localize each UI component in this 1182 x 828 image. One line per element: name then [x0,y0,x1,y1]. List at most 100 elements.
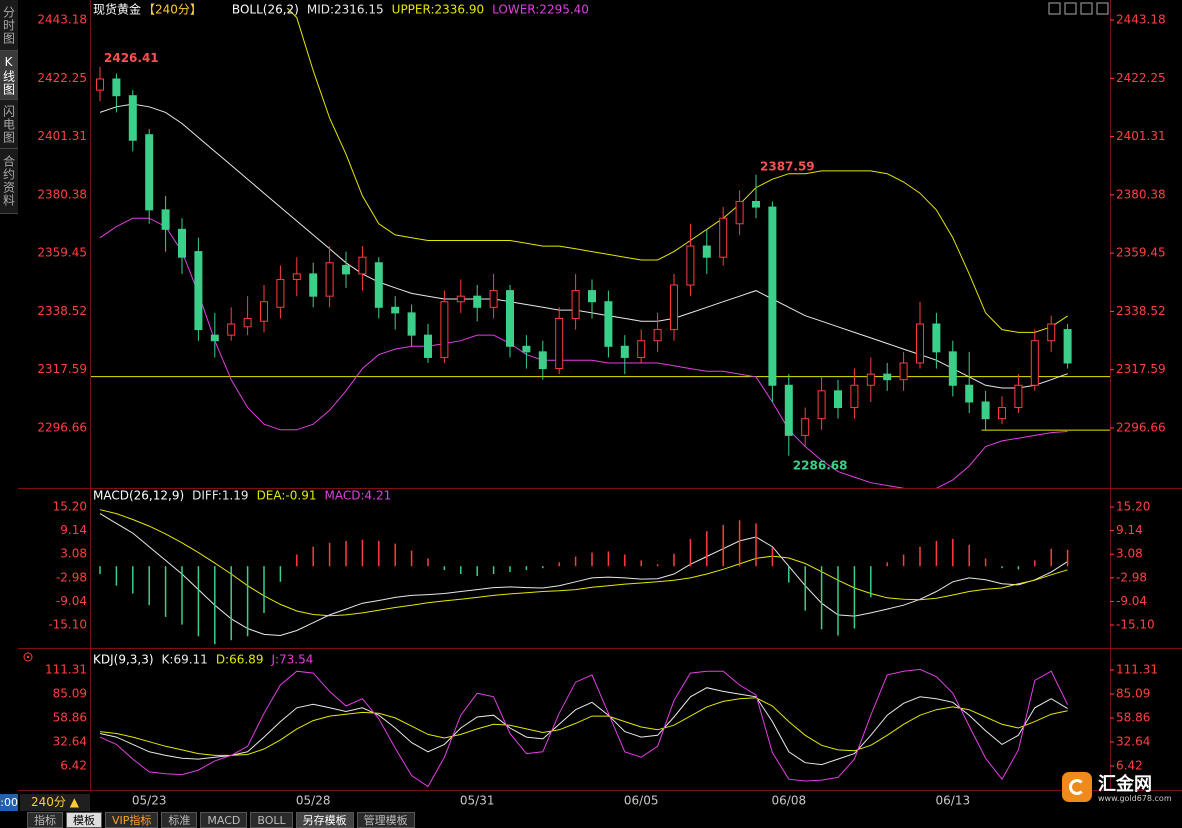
y-tick-label-right: 2359.45 [1116,246,1166,260]
y-tick-label-right: 2317.59 [1116,362,1166,376]
x-tick-label: 06/05 [624,794,659,808]
icon-zoom[interactable] [1064,2,1077,15]
candle-body [1030,340,1039,386]
y-tick-label-right: 2401.31 [1116,129,1166,143]
y-tick-label: -15.10 [48,618,87,632]
candle-body [210,334,219,342]
y-tick-label-right: 2422.25 [1116,71,1166,85]
candle-body [965,384,974,403]
candle-body [440,301,449,358]
candle-body [768,206,777,386]
legend-text: UPPER:2336.90 [392,3,484,17]
candle-body [1014,384,1023,409]
tab[interactable]: 管理模板 [356,812,415,828]
candle-body [194,251,203,331]
legend-text: DIFF:1.19 [192,489,248,503]
candle-body [145,134,154,211]
candle-body [850,384,859,409]
extreme-label: 2387.59 [760,159,815,173]
y-tick-label-right: 111.31 [1116,663,1158,677]
candle-body [932,323,941,353]
candle-body [784,384,793,436]
y-tick-label: 58.86 [53,711,87,725]
indicator-line [99,509,1068,617]
candle-body [276,278,285,308]
candle-body [538,351,547,370]
toolbar-icons[interactable] [1048,2,1109,15]
candle-body [686,245,695,286]
candle-body [391,306,400,314]
x-tick-label: 06/13 [936,794,971,808]
sidebar-tab[interactable]: 闪电图 [0,100,18,149]
tab[interactable]: VIP指标 [105,812,159,828]
legend-text: MACD:4.21 [324,489,391,503]
candle-body [260,301,268,322]
indicator-line [99,668,1069,788]
icon-close[interactable] [1096,2,1109,15]
legend-text: D:66.89 [216,653,264,667]
candle-body [309,273,318,297]
candle-body [128,95,137,141]
sidebar-tab[interactable]: K线图 [0,51,18,100]
kdj-settings-icon[interactable] [23,652,33,662]
y-tick-label: 2380.38 [37,187,87,201]
candle-body [637,340,646,358]
y-tick-label: 2422.25 [37,71,87,85]
plot-area [99,668,1069,788]
candle-body [998,407,1006,420]
candle-body [555,317,564,370]
y-tick-label-right: 2296.66 [1116,420,1166,434]
tab[interactable]: MACD [200,812,248,828]
period-button[interactable]: 240分 ▲ [20,794,90,811]
candle-body [735,201,744,225]
y-tick-label-right: -2.98 [1116,570,1147,584]
y-tick-label: 32.64 [53,735,87,749]
candle-body [620,345,629,358]
tab[interactable]: 标准 [161,812,198,828]
candle-body [1047,323,1056,342]
y-tick-label: 6.42 [60,759,87,773]
y-tick-label: 3.08 [60,547,87,561]
y-tick-label-right: 2380.38 [1116,187,1166,201]
candle-body [670,284,678,331]
candle-body [604,301,613,347]
indicator-line [99,513,1068,637]
y-tick-label: -9.04 [56,594,87,608]
tab[interactable]: 指标 [27,812,63,828]
candle-body [112,78,121,97]
icon-layout[interactable] [1080,2,1093,15]
candle-body [948,351,957,386]
y-tick-label-right: 15.20 [1116,500,1150,514]
indicator-line [99,687,1068,766]
indicator-line [99,697,1068,756]
tab[interactable]: 另存模板 [295,812,354,828]
legend-text: J:73.54 [270,653,313,667]
y-tick-label: 2443.18 [37,13,87,27]
y-tick-label: 2317.59 [37,362,87,376]
bottom-tabs: 指标 模板 VIP指标 标准 MACD BOLL 另存模板 管理模板 [27,812,415,828]
tab[interactable]: BOLL [250,812,293,828]
sidebar-tab[interactable]: 分时图 [0,0,18,51]
kdj-settings-dot [26,655,30,659]
candle-body [571,290,580,319]
y-tick-label: -2.98 [56,570,87,584]
sidebar-tab[interactable]: 合约资料 [0,149,18,214]
candle-body [161,209,170,230]
candle-body [489,290,498,308]
extreme-label: 2286.68 [793,458,848,472]
candle-body [752,201,760,208]
candle-body [358,256,367,275]
tab[interactable]: 模板 [66,812,102,828]
candle-body [522,345,531,353]
legend-text: LOWER:2295.40 [492,3,589,17]
icon-move[interactable] [1048,2,1061,15]
time-stub: :00 [0,794,18,811]
candle-body [702,245,711,258]
x-tick-label: 05/28 [296,794,331,808]
candle-body [834,390,842,409]
candle-body [588,290,596,303]
candle-body [456,295,465,303]
x-tick-label: 06/08 [772,794,807,808]
